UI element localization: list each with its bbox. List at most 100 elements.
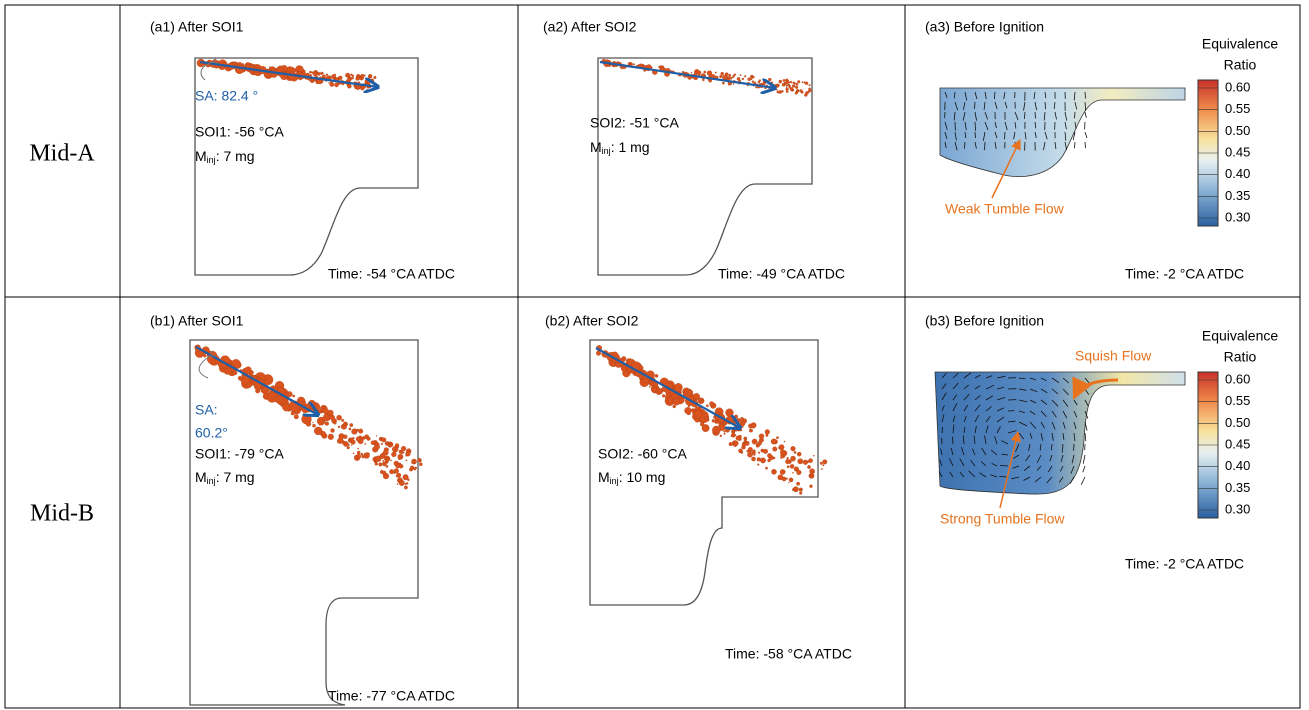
flow-vector xyxy=(1001,453,1009,456)
flow-vector xyxy=(994,131,998,139)
flow-vector xyxy=(1080,476,1086,485)
flow-vector xyxy=(1084,91,1086,99)
spray-droplet xyxy=(798,487,803,492)
spray-droplet xyxy=(714,419,719,424)
spray-droplet xyxy=(739,420,746,427)
flow-vector xyxy=(1015,443,1020,452)
spray-droplet xyxy=(334,82,339,88)
flow-vector xyxy=(1074,141,1076,149)
spray-droplet xyxy=(728,73,732,77)
spray-droplet xyxy=(797,458,804,465)
flow-vector xyxy=(944,131,948,140)
colorbar-tick-label: 0.55 xyxy=(1225,101,1250,116)
flow-vector xyxy=(990,449,998,456)
spray-droplet xyxy=(789,87,794,91)
table-border xyxy=(4,4,1301,709)
spray-droplet xyxy=(314,426,323,436)
spray-droplet xyxy=(732,426,735,429)
spray-droplet xyxy=(404,482,407,485)
spray-droplet xyxy=(778,444,785,450)
mass-symbol: M xyxy=(195,469,207,485)
flow-vector xyxy=(996,375,1006,379)
spray-droplet xyxy=(783,470,786,473)
spray-droplet xyxy=(375,455,382,462)
spray-droplet xyxy=(305,421,312,427)
flow-vector xyxy=(1074,111,1076,119)
flow-vector xyxy=(1040,399,1048,405)
flow-vector xyxy=(974,425,977,434)
spray-droplet xyxy=(385,465,389,468)
colorbar-tick-label: 0.60 xyxy=(1225,371,1250,386)
spray-droplet xyxy=(725,408,734,417)
flow-vector xyxy=(985,384,995,390)
spray-droplet xyxy=(750,422,757,429)
flow-vector xyxy=(996,426,1001,434)
flow-vector xyxy=(944,141,947,149)
spray-droplet xyxy=(743,436,748,441)
spray-droplet xyxy=(366,436,371,441)
flow-field xyxy=(939,87,1186,177)
flow-vector xyxy=(1051,443,1053,451)
flow-vector xyxy=(954,141,958,151)
flow-vector xyxy=(970,459,976,467)
flow-vector xyxy=(974,121,976,131)
flow-vector xyxy=(952,394,958,401)
spray-droplet xyxy=(651,387,657,393)
spray-droplet xyxy=(269,66,271,68)
flow-vector xyxy=(1062,377,1069,384)
flow-vector xyxy=(984,141,986,151)
spray-angle: 60.2° xyxy=(195,425,228,441)
spray-droplet xyxy=(398,479,405,486)
flow-vector xyxy=(1084,399,1089,407)
spray-droplet xyxy=(789,464,795,469)
flow-vector xyxy=(1034,121,1037,129)
spray-droplet xyxy=(316,72,321,76)
spray-droplet xyxy=(795,82,799,86)
mass-subscript: inj xyxy=(207,476,216,486)
flow-vector xyxy=(1046,476,1053,484)
spray-droplet xyxy=(751,438,758,445)
spray-droplet xyxy=(396,446,399,449)
flow-vector xyxy=(1054,141,1057,149)
flow-vector xyxy=(963,426,966,434)
spray-droplet xyxy=(782,79,786,82)
mass-label: Minj: 1 mg xyxy=(590,139,650,157)
flow-vector xyxy=(1018,377,1026,380)
spray-droplet xyxy=(401,446,407,452)
spray-droplet xyxy=(722,81,725,85)
spray-droplet xyxy=(352,437,355,440)
flow-vector xyxy=(1064,121,1067,130)
spray-droplet xyxy=(306,414,309,416)
flow-vector xyxy=(964,91,968,101)
flow-vector xyxy=(963,393,970,401)
spray-droplet xyxy=(331,74,336,79)
spray-droplet xyxy=(822,464,825,467)
spray-droplet xyxy=(788,481,790,484)
spray-droplet xyxy=(345,72,351,78)
flow-vector xyxy=(985,406,992,412)
spray-droplet xyxy=(758,79,762,82)
flow-vector xyxy=(1059,465,1064,472)
spray-droplet xyxy=(286,391,293,398)
spray-droplet xyxy=(747,451,753,458)
spray-droplet xyxy=(734,414,738,419)
flow-vector xyxy=(971,448,976,456)
flow-vector xyxy=(1053,101,1056,110)
flow-vector xyxy=(954,131,957,141)
flow-vector xyxy=(1001,440,1009,445)
flow-vector xyxy=(994,121,997,128)
flow-vector xyxy=(963,404,969,412)
flow-vector xyxy=(1034,131,1037,139)
spray-droplet xyxy=(808,458,813,463)
spray-droplet xyxy=(767,453,772,458)
panel-title: (a3) Before Ignition xyxy=(925,19,1044,35)
flow-vector xyxy=(974,131,976,139)
flow-vector xyxy=(974,414,979,423)
spray-droplet xyxy=(648,386,651,388)
spray-droplet xyxy=(381,437,387,443)
flow-vector xyxy=(952,436,954,445)
flow-vector xyxy=(1073,421,1077,430)
flow-vector xyxy=(944,121,948,130)
spray-droplet xyxy=(322,72,324,74)
flow-vector xyxy=(994,101,998,110)
